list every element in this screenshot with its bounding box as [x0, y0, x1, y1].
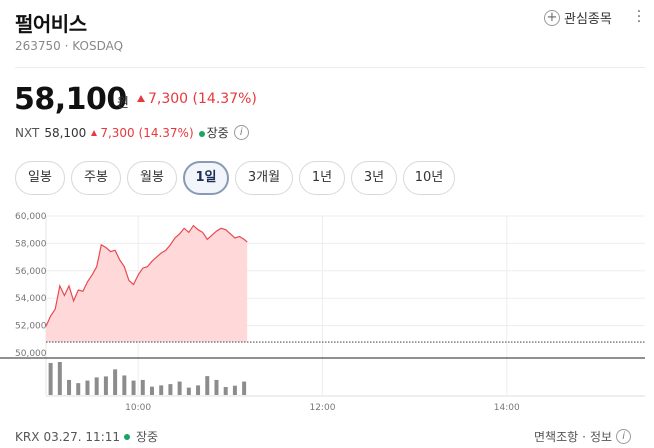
- volume-bar: [168, 384, 173, 395]
- price-change: 7,300 (14.37%): [137, 91, 257, 107]
- disclaimer-link[interactable]: 면책조항: [534, 430, 579, 444]
- tab-3years[interactable]: 3년: [351, 161, 397, 195]
- volume-bar: [177, 381, 182, 395]
- info-link[interactable]: 정보: [590, 430, 613, 444]
- volume-bar: [94, 377, 99, 395]
- footer-separator: ·: [582, 429, 586, 444]
- market-name: KOSDAQ: [72, 39, 124, 53]
- intraday-price-chart[interactable]: 60,000 58,000 56,000 54,000 52,000 50,000 10:…: [0, 205, 654, 420]
- stock-title: 펄어비스: [15, 12, 87, 36]
- footer-exchange: KRX: [15, 429, 40, 444]
- y-tick-label: 60,000: [15, 212, 47, 222]
- x-tick-label: 10:00: [125, 403, 151, 413]
- volume-bar: [48, 362, 53, 395]
- x-axis-labels: 10:00 12:00 14:00: [125, 403, 520, 413]
- volume-bars: [48, 362, 247, 395]
- volume-bar: [242, 381, 247, 395]
- volume-bar: [205, 376, 210, 395]
- footer-timestamp: 03.27. 11:11: [43, 429, 121, 444]
- info-icon[interactable]: i: [616, 429, 632, 444]
- plus-icon: +: [544, 9, 560, 26]
- stock-code: 263750: [15, 39, 61, 53]
- volume-bar: [186, 387, 191, 395]
- price-area-fill: [46, 225, 248, 343]
- y-tick-label: 54,000: [15, 294, 47, 304]
- change-value: 7,300: [148, 91, 189, 107]
- tab-1day[interactable]: 1일: [183, 161, 229, 195]
- volume-bar: [232, 385, 237, 395]
- period-tabs: 일봉 주봉 월봉 1일 3개월 1년 3년 10년: [15, 161, 455, 195]
- volume-bar: [85, 380, 90, 395]
- price-unit: 원: [117, 96, 129, 111]
- watchlist-label: 관심종목: [564, 12, 612, 27]
- y-tick-label: 56,000: [15, 267, 47, 277]
- nxt-change-value: 7,300: [100, 125, 135, 140]
- y-tick-label: 50,000: [15, 349, 47, 359]
- up-arrow-icon: [137, 95, 145, 102]
- volume-bar: [57, 362, 62, 395]
- change-percent: (14.37%): [192, 91, 257, 107]
- y-tick-label: 52,000: [15, 322, 47, 332]
- tab-1year[interactable]: 1년: [299, 161, 345, 195]
- x-tick-label: 12:00: [309, 403, 335, 413]
- volume-bar: [76, 383, 81, 395]
- tab-weekly[interactable]: 주봉: [71, 161, 121, 195]
- up-arrow-icon: [91, 129, 98, 136]
- volume-bar: [223, 386, 228, 395]
- nxt-status: 장중: [198, 124, 229, 141]
- volume-bar: [159, 385, 164, 395]
- info-icon[interactable]: i: [233, 125, 249, 140]
- nxt-quote: NXT 58,100 7,300 (14.37%) 장중 i: [15, 124, 249, 141]
- status-dot-icon: [124, 433, 131, 440]
- header-divider: [15, 67, 645, 68]
- volume-bar: [67, 379, 72, 395]
- nxt-change-percent: (14.37%): [138, 125, 194, 140]
- stock-code-line: 263750 · KOSDAQ: [15, 39, 123, 53]
- nxt-price: 58,100: [44, 125, 87, 140]
- add-watchlist-button[interactable]: + 관심종목: [544, 8, 612, 27]
- volume-bar: [140, 379, 145, 395]
- y-axis-labels: 60,000 58,000 56,000 54,000 52,000 50,000: [15, 212, 47, 359]
- nxt-change: 7,300 (14.37%): [91, 125, 194, 140]
- x-tick-label: 14:00: [494, 403, 520, 413]
- tab-daily[interactable]: 일봉: [15, 161, 65, 195]
- volume-bar: [214, 379, 219, 395]
- current-price: 58,100: [14, 82, 127, 117]
- footer-links: 면책조항 · 정보 i: [534, 428, 632, 445]
- nxt-status-label: 장중: [206, 126, 229, 140]
- volume-bar: [196, 385, 201, 395]
- volume-bar: [122, 375, 127, 395]
- nxt-label: NXT: [15, 125, 40, 140]
- volume-bar: [103, 376, 108, 395]
- more-options-icon[interactable]: · · ·: [636, 4, 642, 30]
- code-separator: ·: [64, 39, 69, 53]
- tab-3months[interactable]: 3개월: [235, 161, 293, 195]
- price-line: [45, 224, 248, 327]
- volume-bar: [131, 380, 136, 395]
- y-tick-label: 58,000: [15, 239, 47, 249]
- tab-monthly[interactable]: 월봉: [127, 161, 177, 195]
- footer-status-label: 장중: [136, 430, 159, 444]
- volume-bar: [113, 369, 118, 395]
- footer-status: KRX 03.27. 11:11 장중: [15, 428, 158, 445]
- tab-10years[interactable]: 10년: [403, 161, 455, 195]
- volume-bar: [149, 386, 154, 395]
- status-dot-icon: [198, 131, 205, 137]
